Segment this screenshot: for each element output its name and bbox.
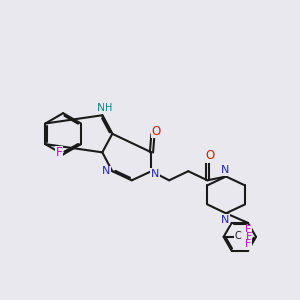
Text: F: F [245, 239, 251, 249]
Text: N: N [221, 215, 230, 225]
Text: N: N [151, 169, 159, 179]
Text: N: N [97, 103, 105, 113]
Text: O: O [151, 125, 160, 138]
Text: O: O [206, 149, 215, 162]
Text: N: N [102, 166, 110, 176]
Text: C: C [235, 231, 242, 241]
Text: F: F [245, 232, 252, 242]
Text: F: F [56, 146, 62, 159]
Text: N: N [221, 165, 230, 175]
Text: H: H [105, 103, 112, 113]
Text: F: F [245, 225, 251, 236]
